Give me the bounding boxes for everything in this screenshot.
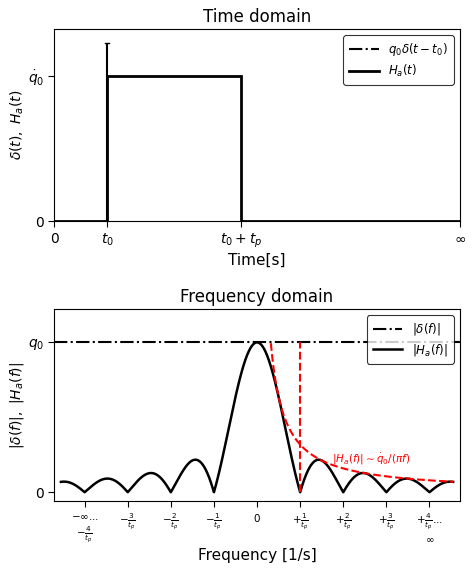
$|H_a(f)|$ — [129, 484, 135, 490]
$|H_a(f)|$ — [208, 479, 214, 486]
$|H_a(f)|$ — [313, 457, 319, 464]
Title: Time domain: Time domain — [203, 9, 311, 26]
Legend: $|\delta(f)|$, $|H_a(f)|$: $|\delta(f)|$, $|H_a(f)|$ — [367, 315, 454, 364]
$|H_a(f)|$ — [58, 478, 64, 485]
Text: $|H_a(f)| \sim \dot{q}_0/(\pi f)$: $|H_a(f)| \sim \dot{q}_0/(\pi f)$ — [332, 452, 410, 467]
Line: $|H_a(f)|$: $|H_a(f)|$ — [61, 343, 453, 492]
$|\delta(f)|$ — [297, 339, 303, 346]
$|H_a(f)|$ — [254, 339, 260, 346]
Legend: $q_0\delta(t-t_0)$, $H_a(t)$: $q_0\delta(t-t_0)$, $H_a(t)$ — [343, 35, 454, 85]
Y-axis label: $|\delta(f)|,\ |H_a(f)|$: $|\delta(f)|,\ |H_a(f)|$ — [9, 361, 27, 449]
$|H_a(f)|$ — [351, 474, 356, 481]
$|\delta(f)|$ — [254, 339, 260, 346]
$|H_a(f)|$ — [381, 485, 386, 492]
X-axis label: Time[s]: Time[s] — [228, 252, 286, 268]
$|H_a(f)|$ — [293, 475, 299, 481]
$|H_a(f)|$ — [450, 478, 456, 485]
X-axis label: Frequency [1/s]: Frequency [1/s] — [198, 548, 317, 562]
Y-axis label: $\delta(t),\ H_a(t)$: $\delta(t),\ H_a(t)$ — [9, 90, 26, 160]
Title: Frequency domain: Frequency domain — [181, 288, 334, 307]
$|H_a(f)|$ — [82, 489, 88, 496]
